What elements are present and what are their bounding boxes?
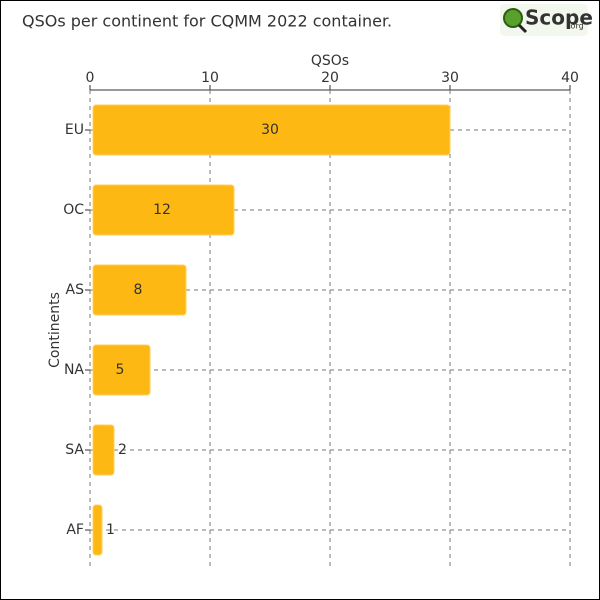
y-tick-label: NA bbox=[64, 362, 84, 378]
bar bbox=[92, 184, 235, 236]
y-axis-label: Continents bbox=[47, 292, 63, 368]
chart-title: QSOs per continent for CQMM 2022 contain… bbox=[22, 12, 392, 31]
y-tick-label: EU bbox=[65, 122, 84, 138]
value-label: 30 bbox=[261, 122, 279, 138]
x-axis-label: QSOs bbox=[311, 53, 349, 69]
value-label: 1 bbox=[106, 522, 115, 538]
bar bbox=[92, 504, 103, 556]
value-label: 2 bbox=[118, 442, 127, 458]
logo: Scope .org bbox=[500, 4, 593, 36]
logo-suffix: .org bbox=[568, 22, 584, 31]
x-tick-label: 20 bbox=[321, 70, 339, 86]
bar bbox=[92, 424, 115, 476]
logo-icon bbox=[503, 8, 523, 28]
bar bbox=[92, 344, 151, 396]
bar bbox=[92, 264, 187, 316]
bar bbox=[92, 104, 451, 156]
value-label: 8 bbox=[134, 282, 143, 298]
x-tick-label: 30 bbox=[441, 70, 459, 86]
x-tick-label: 40 bbox=[561, 70, 579, 86]
x-tick-label: 10 bbox=[201, 70, 219, 86]
y-tick-label: OC bbox=[63, 202, 84, 218]
x-tick-label: 0 bbox=[86, 70, 95, 86]
logo-text: Scope bbox=[525, 6, 593, 30]
logo-handle bbox=[517, 23, 528, 34]
y-tick-label: AS bbox=[66, 282, 85, 298]
y-tick-label: SA bbox=[65, 442, 84, 458]
y-tick-label: AF bbox=[66, 522, 84, 538]
value-label: 12 bbox=[153, 202, 171, 218]
value-label: 5 bbox=[116, 362, 125, 378]
